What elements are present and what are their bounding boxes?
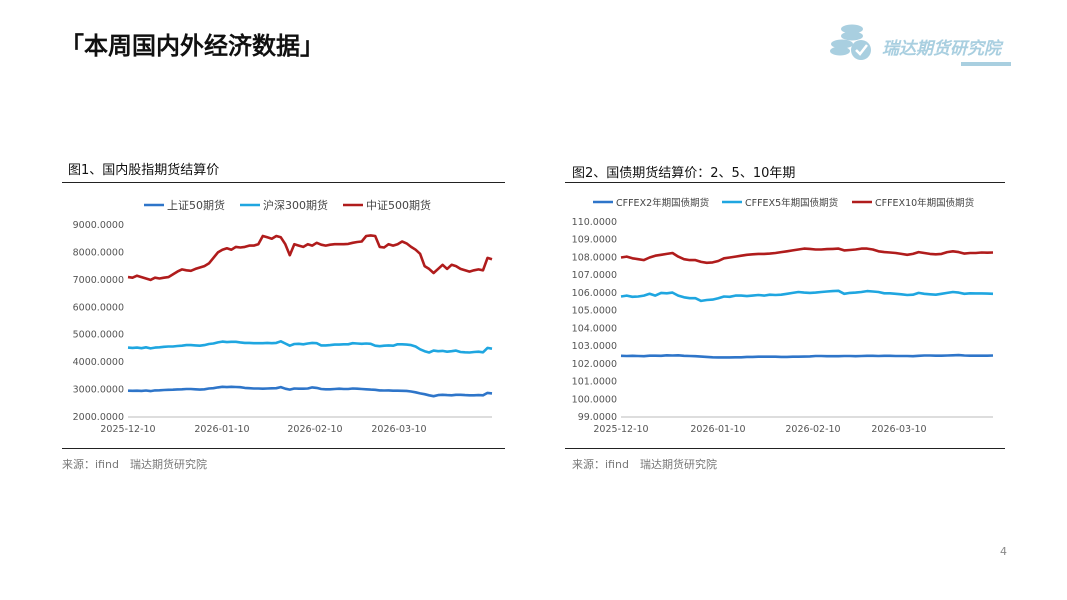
y-tick-label: 103.0000 — [572, 341, 617, 352]
y-tick-label: 3000.0000 — [73, 385, 124, 396]
legend-label: CFFEX5年期国债期货 — [745, 197, 838, 209]
y-tick-label: 107.0000 — [572, 270, 617, 281]
legend-label: CFFEX2年期国债期货 — [616, 197, 709, 209]
y-tick-label: 8000.0000 — [73, 247, 124, 258]
figure1-bottom-rule — [62, 448, 505, 449]
logo-underline — [961, 62, 1011, 66]
series-line — [620, 289, 994, 303]
company-logo: 瑞达期货研究院 — [828, 20, 1018, 70]
legend-label: 上证50期货 — [167, 198, 225, 212]
y-tick-label: 99.0000 — [578, 412, 617, 423]
series-line — [127, 234, 493, 282]
y-tick-label: 108.0000 — [572, 252, 617, 263]
y-tick-label: 106.0000 — [572, 288, 617, 299]
legend-label: CFFEX10年期国债期货 — [875, 197, 974, 209]
y-tick-label: 9000.0000 — [73, 220, 124, 231]
x-tick-label: 2026-02-10 — [785, 424, 840, 435]
y-tick-label: 100.0000 — [572, 394, 617, 405]
series-line — [127, 340, 493, 354]
figure1-source: 来源：ifind 瑞达期货研究院 — [62, 458, 207, 471]
y-tick-label: 7000.0000 — [73, 275, 124, 286]
series-line — [620, 247, 994, 265]
y-tick-label: 6000.0000 — [73, 302, 124, 313]
chart-treasury-futures: CFFEX2年期国债期货 CFFEX5年期国债期货 CFFEX10年期国债期货 110… — [572, 197, 994, 435]
x-tick-label: 2026-03-10 — [871, 424, 926, 435]
figure1-top-rule — [62, 182, 505, 183]
y-tick-label: 110.0000 — [572, 217, 617, 228]
coins-icon — [830, 24, 871, 60]
y-tick-label: 105.0000 — [572, 306, 617, 317]
x-tick-label: 2026-02-10 — [287, 424, 342, 435]
y-tick-label: 5000.0000 — [73, 330, 124, 341]
legend-label: 沪深300期货 — [263, 198, 328, 212]
x-tick-label: 2026-01-10 — [194, 424, 249, 435]
y-tick-label: 2000.0000 — [73, 412, 124, 423]
y-tick-label: 104.0000 — [572, 323, 617, 334]
series-line — [620, 353, 994, 359]
legend-label: 中证500期货 — [366, 198, 431, 212]
figure2-top-rule — [565, 182, 1005, 183]
y-tick-label: 4000.0000 — [73, 357, 124, 368]
x-tick-label: 2026-01-10 — [690, 424, 745, 435]
figure2-bottom-rule — [565, 448, 1005, 449]
y-tick-label: 109.0000 — [572, 235, 617, 246]
x-tick-label: 2025-12-10 — [593, 424, 648, 435]
page-number: 4 — [1000, 545, 1007, 558]
figure1-title: 图1、国内股指期货结算价 — [68, 163, 220, 178]
y-tick-label: 101.0000 — [572, 377, 617, 388]
x-tick-label: 2025-12-10 — [100, 424, 155, 435]
logo-text: 瑞达期货研究院 — [882, 39, 1001, 59]
chart-stock-index-futures: 上证50期货 沪深300期货 中证500期货 9000.0000 8000.0000 70… — [73, 198, 493, 435]
x-tick-label: 2026-03-10 — [371, 424, 426, 435]
figure2-source: 来源：ifind 瑞达期货研究院 — [572, 458, 717, 471]
series-line — [127, 385, 493, 398]
y-tick-label: 102.0000 — [572, 359, 617, 370]
page-title: 「本周国内外经济数据」 — [60, 32, 324, 60]
figure2-title: 图2、国债期货结算价：2、5、10年期 — [572, 166, 796, 181]
